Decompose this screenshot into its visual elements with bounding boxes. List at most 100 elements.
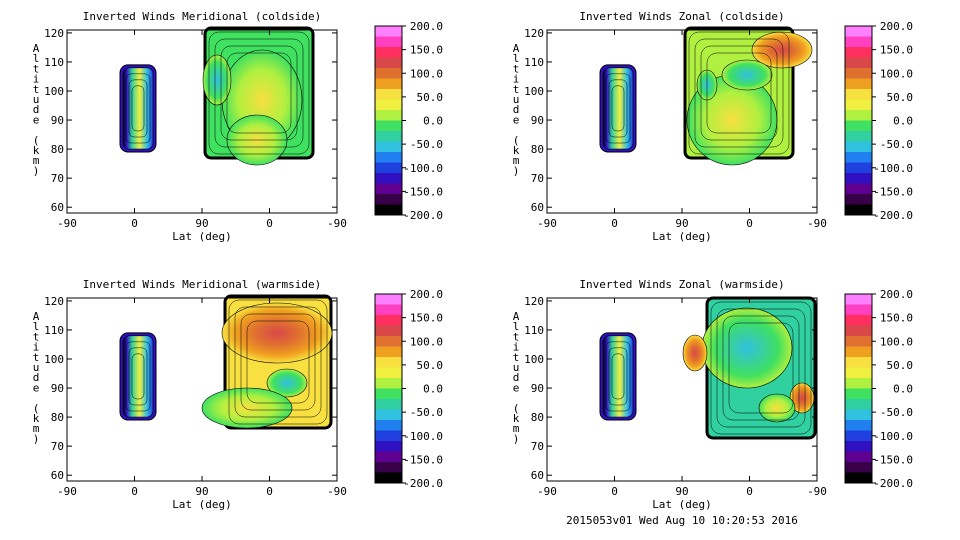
colorbar-swatch	[375, 99, 402, 111]
colorbar-tick-label: -150.0	[403, 185, 443, 198]
contour-line	[688, 31, 790, 155]
x-tick-label: -90	[57, 485, 77, 498]
contour-line	[608, 347, 628, 406]
contour-line	[706, 52, 772, 134]
colorbar-tick-label: 150.0	[880, 312, 913, 325]
colorbar-swatch	[845, 336, 872, 347]
y-tick-label: 60	[531, 201, 544, 214]
y-tick-label: 80	[51, 411, 64, 424]
colorbar-swatch	[375, 57, 402, 69]
colorbar-swatch	[845, 162, 872, 174]
colorbar-swatch	[375, 336, 402, 347]
colorbar-swatch	[375, 325, 402, 337]
y-tick-label: 90	[51, 382, 64, 395]
colorbar: 200.0 150.0 100.0 50.0 0.0 -50.0 -100.0 -150.0 -…	[374, 20, 443, 222]
chart-title: Inverted Winds Zonal (warmside)	[579, 278, 784, 291]
colorbar-tick-label: -100.0	[873, 162, 913, 175]
y-axis: 60 70 80 90 100 110 120	[44, 295, 337, 482]
y-tick-label: 100	[524, 353, 544, 366]
y-tick-label: 100	[44, 353, 64, 366]
x-axis-label: Lat (deg)	[172, 230, 232, 243]
colorbar-swatch	[845, 325, 872, 337]
colorbar-swatch	[375, 36, 402, 48]
contour-line	[611, 353, 625, 400]
colorbar-tick-label: -50.0	[880, 138, 913, 151]
colorbar-swatch	[375, 346, 402, 358]
y-tick-label: 70	[531, 440, 544, 453]
colorbar-tick-label: -100.0	[403, 430, 443, 443]
colorbar-swatch	[375, 409, 402, 421]
chart-title: Inverted Winds Meridional (warmside)	[83, 278, 321, 291]
colorbar-tick-label: 100.0	[880, 335, 913, 348]
y-tick-label: 120	[44, 295, 64, 308]
colorbar-tick-label: 100.0	[410, 67, 443, 80]
chart-panel: Inverted Winds Zonal (warmside) -90 0 90 0 -9…	[513, 278, 913, 511]
colorbar-swatch	[845, 36, 872, 48]
y-tick-label: 110	[44, 324, 64, 337]
y-tick-label: 60	[51, 201, 64, 214]
contour-blob	[221, 302, 333, 364]
contour-line	[128, 347, 148, 406]
y-tick-label: 120	[524, 27, 544, 40]
contour-line	[710, 301, 812, 435]
colorbar-swatch	[845, 315, 872, 326]
x-tick-label: -90	[327, 485, 347, 498]
y-tick-label: 90	[51, 114, 64, 127]
colorbar-tick-label: 50.0	[887, 359, 914, 372]
colorbar-swatch	[375, 68, 402, 79]
colorbar-tick-label: -100.0	[873, 430, 913, 443]
y-tick-label: 120	[524, 295, 544, 308]
colorbar-swatch	[845, 367, 872, 379]
contour-blob	[721, 59, 773, 91]
y-tick-label: 90	[531, 114, 544, 127]
x-tick-label: 0	[611, 217, 618, 230]
colorbar-swatch	[845, 99, 872, 111]
contour-line	[125, 73, 151, 144]
colorbar-swatch	[845, 430, 872, 442]
chart-panel: Inverted Winds Zonal (coldside)-90 0 90 0 -9…	[513, 10, 913, 243]
colorbar-swatch	[375, 183, 402, 195]
x-tick-label: 0	[131, 217, 138, 230]
colorbar-tick-label: 200.0	[880, 20, 913, 33]
colorbar-tick-label: 200.0	[410, 288, 443, 301]
chart-panel: Inverted Winds Meridional (coldside) -90 0…	[33, 10, 443, 243]
contour-line	[214, 38, 304, 148]
colorbar-tick-label: -100.0	[403, 162, 443, 175]
contour-region-small	[122, 335, 154, 418]
colorbar-swatch	[845, 409, 872, 421]
colorbar-tick-label: 0.0	[893, 115, 913, 128]
colorbar-tick-label: 100.0	[880, 67, 913, 80]
colorbar-swatch	[845, 472, 872, 484]
contour-line	[234, 306, 322, 418]
colorbar-swatch	[845, 194, 872, 205]
x-tick-label: -90	[807, 217, 827, 230]
x-axis: -90 0 90 0 -90	[537, 298, 827, 498]
x-axis: -90 0 90 0 -90	[57, 30, 347, 230]
contour-blob	[701, 307, 793, 389]
colorbar-tick-label: 0.0	[423, 115, 443, 128]
y-tick-label: 120	[44, 27, 64, 40]
colorbar-swatch	[375, 131, 402, 142]
colorbar-swatch	[845, 346, 872, 358]
colorbar-swatch	[845, 204, 872, 216]
x-axis-label: Lat (deg)	[652, 230, 712, 243]
colorbar-tick-label: 0.0	[423, 383, 443, 396]
colorbar-swatch	[845, 304, 872, 316]
colorbar-swatch	[375, 173, 402, 184]
contour-blob	[682, 334, 708, 372]
contour-line	[608, 79, 628, 138]
colorbar-tick-label: 200.0	[410, 20, 443, 33]
y-tick-label: 90	[531, 382, 544, 395]
x-tick-label: 0	[131, 485, 138, 498]
colorbar-swatch	[375, 89, 402, 100]
y-tick-label: 70	[51, 440, 64, 453]
colorbar-swatch	[375, 47, 402, 58]
x-axis: -90 0 90 0 -90	[57, 298, 347, 498]
y-tick-label: 110	[44, 56, 64, 69]
contour-line	[700, 45, 778, 141]
colorbar-swatch	[375, 26, 402, 37]
footer-timestamp: 2015053v01 Wed Aug 10 10:20:53 2016	[566, 514, 798, 527]
contour-blob	[751, 31, 813, 69]
colorbar-swatch	[845, 68, 872, 79]
